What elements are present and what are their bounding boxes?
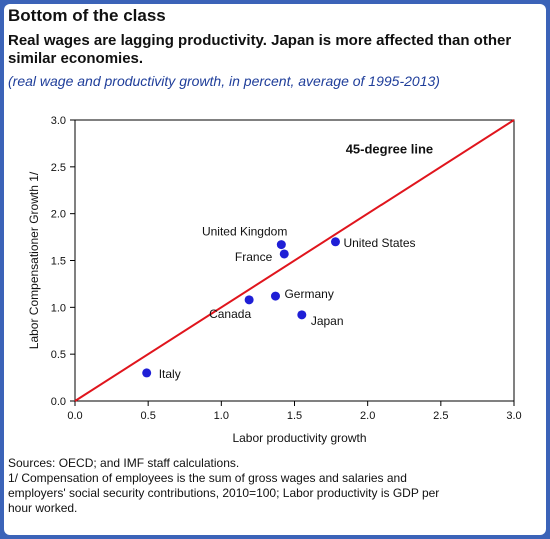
data-point (297, 310, 307, 320)
y-tick-label: 2.5 (51, 162, 66, 174)
data-point (279, 249, 289, 259)
data-point-label: United States (343, 236, 415, 250)
data-point-label: United Kingdom (202, 225, 287, 239)
data-point (276, 240, 286, 250)
chart-title: Bottom of the class (8, 6, 166, 25)
reference-line (74, 119, 515, 402)
data-point-label: Japan (311, 314, 344, 328)
y-tick-label: 1.0 (51, 302, 66, 314)
sources-text: Sources: OECD; and IMF staff calculation… (8, 456, 240, 470)
data-point-label: Germany (284, 287, 333, 301)
x-tick-label: 2.0 (360, 410, 375, 422)
data-point (142, 368, 152, 378)
y-tick-label: 2.0 (51, 209, 66, 221)
reference-line-label: 45-degree line (346, 142, 433, 157)
x-tick-label: 0.5 (141, 410, 156, 422)
y-tick-label: 0.5 (51, 349, 66, 361)
y-tick-label: 1.5 (51, 256, 66, 268)
chart-note: (real wage and productivity growth, in p… (8, 73, 440, 89)
x-tick-label: 3.0 (506, 410, 521, 422)
x-axis-label: Labor productivity growth (232, 431, 366, 445)
data-point-label: Canada (209, 307, 251, 321)
x-tick-label: 2.5 (433, 410, 448, 422)
x-tick-label: 1.5 (287, 410, 302, 422)
y-axis-label: Labor Compensationer Growth 1/ (27, 171, 41, 349)
x-tick-label: 0.0 (67, 410, 82, 422)
data-point-label: Italy (159, 367, 181, 381)
y-tick-label: 3.0 (51, 115, 66, 127)
x-tick-label: 1.0 (214, 410, 229, 422)
data-point (330, 237, 340, 247)
data-point (244, 295, 254, 305)
data-point-label: France (235, 250, 273, 264)
y-tick-label: 0.0 (51, 396, 66, 408)
chart-panel (4, 4, 546, 535)
footnote-text: 1/ Compensation of employees is the sum … (8, 471, 440, 515)
chart-footer: Sources: OECD; and IMF staff calculation… (8, 456, 533, 516)
data-point (270, 291, 280, 301)
chart-subtitle: Real wages are lagging productivity. Jap… (8, 32, 512, 67)
